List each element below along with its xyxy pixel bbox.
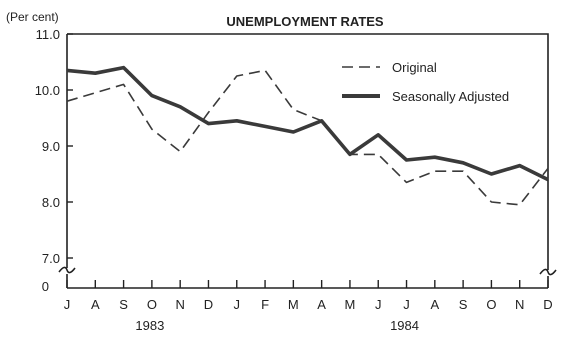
x-tick-label: A xyxy=(430,297,439,312)
x-tick-label: D xyxy=(204,297,213,312)
y-tick-label: 10.0 xyxy=(35,83,60,98)
y-axis-ticks: 11.0 10.0 9.0 8.0 7.0 0 xyxy=(35,27,73,294)
series-lines xyxy=(66,65,549,206)
x-tick-label: J xyxy=(234,297,241,312)
y-tick-label: 11.0 xyxy=(36,27,60,42)
x-tick-label: F xyxy=(261,297,269,312)
frame-top-right xyxy=(67,33,549,270)
series-line-original xyxy=(66,69,549,206)
x-tick-label: J xyxy=(403,297,410,312)
x-tick-label: A xyxy=(91,297,100,312)
left-axis-break xyxy=(58,266,76,274)
x-tick-label: N xyxy=(175,297,184,312)
legend-label-seasonally-adjusted: Seasonally Adjusted xyxy=(392,89,509,104)
y-tick-label: 8.0 xyxy=(42,195,60,210)
year-label: 1984 xyxy=(390,318,419,333)
y-axis-label: (Per cent) xyxy=(6,10,59,24)
series-line-seasonally-adjusted xyxy=(66,65,549,182)
y-zero-label: 0 xyxy=(42,279,49,294)
plot-frame xyxy=(58,33,557,289)
y-tick-label: 7.0 xyxy=(42,251,60,266)
x-tick-label: O xyxy=(486,297,496,312)
x-tick-label: J xyxy=(375,297,382,312)
chart-title: UNEMPLOYMENT RATES xyxy=(226,14,384,29)
x-tick-label: S xyxy=(459,297,468,312)
legend-label-original: Original xyxy=(392,60,437,75)
right-axis-break xyxy=(539,268,557,276)
x-tick-label: D xyxy=(543,297,552,312)
x-tick-label: J xyxy=(64,297,71,312)
x-tick-label: M xyxy=(345,297,356,312)
y-tick-label: 9.0 xyxy=(42,139,60,154)
x-tick-label: M xyxy=(288,297,299,312)
x-tick-label: N xyxy=(515,297,524,312)
x-axis-ticks: J A S O N D J F M A M J J A S O N D 1983 1984 xyxy=(64,280,553,333)
legend: Original Seasonally Adjusted xyxy=(342,60,509,104)
x-tick-label: O xyxy=(147,297,157,312)
x-tick-label: A xyxy=(317,297,326,312)
year-label: 1983 xyxy=(135,318,164,333)
x-tick-label: S xyxy=(119,297,128,312)
